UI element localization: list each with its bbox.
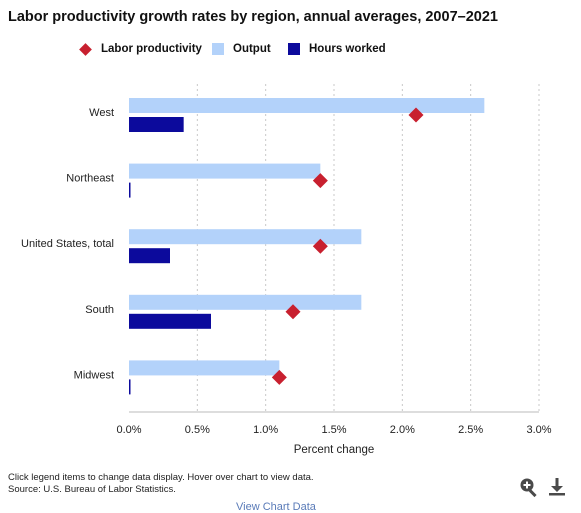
x-tick-label: 0.5% xyxy=(185,424,210,436)
legend: Labor productivity Output Hours worked xyxy=(0,42,581,59)
x-axis-title: Percent change xyxy=(294,444,375,456)
legend-item-hours-worked[interactable]: Hours worked xyxy=(288,43,386,55)
y-category-label: South xyxy=(85,304,114,316)
legend-swatch-hours-worked xyxy=(288,43,300,55)
x-tick-label: 2.0% xyxy=(390,424,415,436)
x-tick-label: 3.0% xyxy=(526,424,551,436)
legend-item-labor-productivity[interactable]: Labor productivity xyxy=(79,42,202,56)
marker-labor-productivity[interactable] xyxy=(285,304,301,320)
x-tick-label: 2.5% xyxy=(458,424,483,436)
y-category-label: United States, total xyxy=(21,238,114,250)
footer-source: Source: U.S. Bureau of Labor Statistics. xyxy=(8,484,176,495)
bar-hours-worked[interactable] xyxy=(129,117,184,132)
bar-output[interactable] xyxy=(129,294,362,310)
view-chart-data-link[interactable]: View Chart Data xyxy=(236,501,316,513)
marker-labor-productivity[interactable] xyxy=(312,238,328,254)
bar-hours-worked[interactable] xyxy=(129,379,131,395)
bar-output[interactable] xyxy=(129,360,280,376)
marker-labor-productivity[interactable] xyxy=(271,369,287,385)
y-category-label: Midwest xyxy=(74,369,114,381)
chart-footer: Click legend items to change data displa… xyxy=(8,472,314,496)
footer-instructions: Click legend items to change data displa… xyxy=(8,472,314,483)
bar-output[interactable] xyxy=(129,229,362,245)
chart-title: Labor productivity growth rates by regio… xyxy=(8,9,498,25)
x-tick-label: 0.0% xyxy=(116,424,141,436)
bar-output[interactable] xyxy=(129,163,321,179)
bar-output[interactable] xyxy=(129,98,485,113)
legend-item-output[interactable]: Output xyxy=(212,43,271,55)
download-icon[interactable] xyxy=(546,476,568,498)
x-tick-label: 1.5% xyxy=(321,424,346,436)
legend-swatch-output xyxy=(212,43,224,55)
marker-labor-productivity[interactable] xyxy=(312,173,328,189)
bar-hours-worked[interactable] xyxy=(129,313,211,329)
x-tick-label: 1.0% xyxy=(253,424,278,436)
legend-label-labor-productivity: Labor productivity xyxy=(101,43,202,55)
marker-labor-productivity[interactable] xyxy=(408,107,424,123)
bar-hours-worked[interactable] xyxy=(129,182,131,198)
bar-hours-worked[interactable] xyxy=(129,248,170,264)
zoom-in-icon[interactable] xyxy=(518,476,540,498)
y-category-label: West xyxy=(89,107,114,119)
y-category-label: Northeast xyxy=(66,173,114,185)
legend-label-hours-worked: Hours worked xyxy=(309,43,386,55)
legend-label-output: Output xyxy=(233,43,271,55)
chart-plot[interactable]: 0.0% 0.5% 1.0% 1.5% 2.0% 2.5% 3.0% Percent chan… xyxy=(0,0,581,470)
